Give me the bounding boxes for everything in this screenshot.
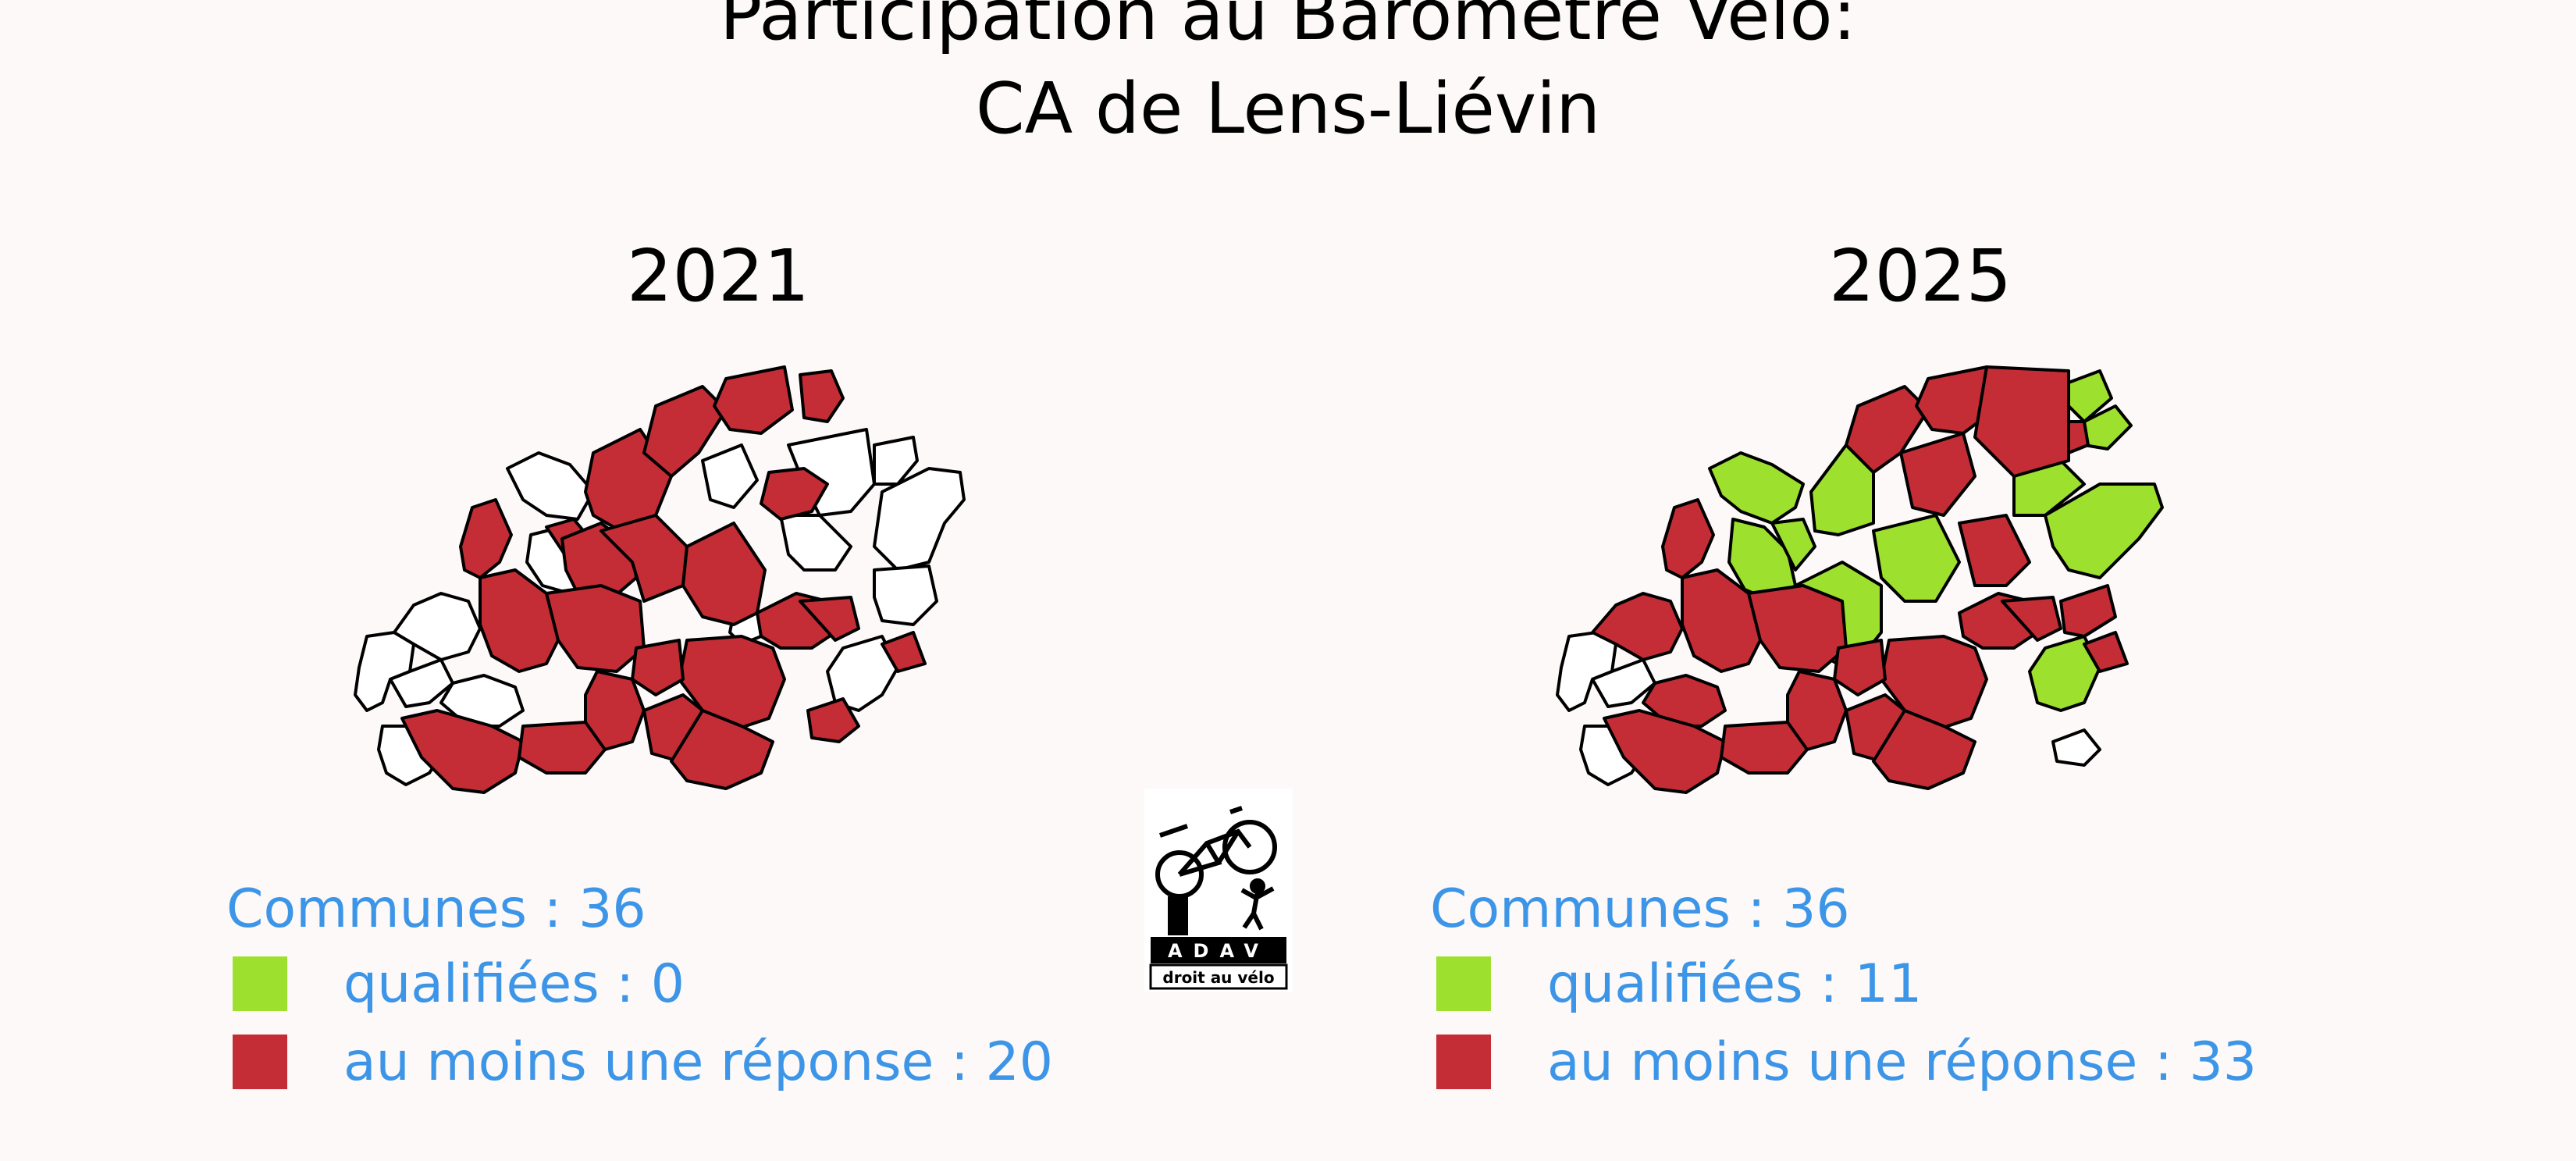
- commune: [1603, 709, 1727, 794]
- commune: [873, 564, 938, 626]
- commune: [459, 498, 513, 579]
- adav-logo: ADAV droit au vélo: [1144, 789, 1293, 992]
- commune: [678, 635, 786, 732]
- commune-map-2025: [1556, 365, 2164, 794]
- commune: [806, 697, 860, 743]
- commune: [2067, 420, 2090, 454]
- commune: [760, 467, 829, 521]
- commune: [1770, 518, 1816, 572]
- commune: [873, 467, 966, 572]
- commune: [799, 596, 860, 642]
- legend-2021: Communes : 36 qualifiées : 0 au moins un…: [226, 874, 1053, 1101]
- commune: [2051, 728, 2101, 767]
- commune: [1708, 451, 1805, 525]
- legend-2025: Communes : 36 qualifiées : 11 au moins u…: [1430, 874, 2257, 1101]
- commune-map-2021: [354, 365, 966, 794]
- qualified-count: qualifiées : 11: [1547, 953, 1923, 1015]
- title-line-2: CA de Lens-Liévin: [975, 68, 1601, 150]
- commune: [1661, 498, 1715, 579]
- commune: [1899, 432, 1976, 517]
- qualified-swatch: [233, 956, 287, 1011]
- commune: [642, 385, 728, 478]
- commune: [2044, 483, 2164, 579]
- commune: [2059, 584, 2117, 638]
- commune: [479, 568, 564, 673]
- commune: [1872, 709, 1976, 790]
- commune: [545, 584, 646, 673]
- commune: [681, 522, 767, 626]
- commune: [1872, 514, 1961, 603]
- commune: [1642, 674, 1727, 728]
- communes-count: Communes : 36: [226, 878, 646, 940]
- year-label-2025: 2025: [1828, 234, 2012, 318]
- responded-count: au moins une réponse : 33: [1547, 1031, 2258, 1093]
- commune: [713, 365, 794, 435]
- commune: [701, 443, 759, 509]
- commune: [400, 709, 525, 794]
- adav-logo-icon: ADAV droit au vélo: [1144, 789, 1293, 992]
- map-title: Participation au Baromètre Vélo: CA de L…: [0, 0, 2576, 156]
- responded-count: au moins une réponse : 20: [343, 1031, 1054, 1093]
- title-line-1: Participation au Baromètre Vélo:: [720, 0, 1856, 56]
- logo-name: ADAV: [1168, 940, 1269, 962]
- commune: [1958, 514, 2031, 587]
- commune: [1747, 584, 1848, 673]
- commune: [1833, 639, 1887, 696]
- communes-count: Communes : 36: [1430, 878, 1850, 940]
- year-label-2021: 2021: [626, 234, 810, 318]
- commune: [1786, 670, 1848, 751]
- commune: [1681, 568, 1766, 673]
- commune: [2083, 631, 2129, 673]
- commune: [518, 721, 607, 775]
- commune: [873, 436, 919, 486]
- commune: [389, 658, 454, 708]
- commune: [799, 369, 845, 423]
- commune: [1720, 721, 1809, 775]
- responded-swatch: [233, 1035, 287, 1089]
- responded-swatch: [1436, 1035, 1491, 1089]
- commune: [506, 451, 595, 521]
- logo-tagline: droit au vélo: [1162, 968, 1274, 987]
- commune: [881, 631, 927, 673]
- qualified-count: qualifiées : 0: [343, 953, 685, 1015]
- commune: [670, 709, 774, 790]
- commune: [439, 674, 525, 728]
- qualified-swatch: [1436, 956, 1491, 1011]
- commune: [779, 514, 852, 572]
- commune: [584, 670, 646, 751]
- commune: [1973, 365, 2070, 478]
- commune: [631, 639, 685, 696]
- commune: [1880, 635, 1988, 732]
- commune: [2001, 596, 2062, 642]
